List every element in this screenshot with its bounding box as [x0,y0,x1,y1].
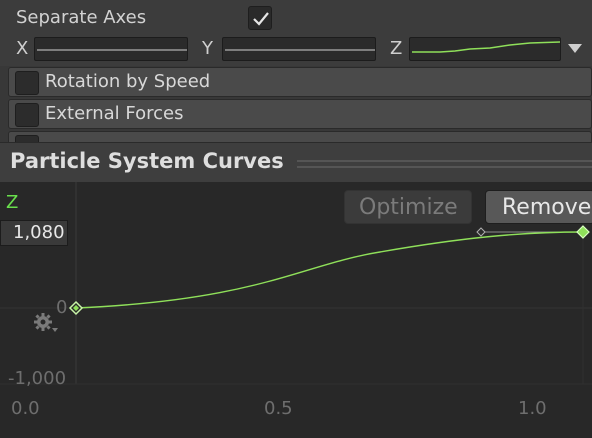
x-tick-label: 0.5 [264,398,293,419]
x-tick-label: 0.0 [11,398,40,419]
module-title: External Forces [45,103,184,124]
axis-x-curve-field[interactable] [34,37,188,61]
axis-z-curve-field[interactable] [409,37,561,61]
gear-icon[interactable] [32,312,60,336]
max-value-field[interactable]: 1,080 [0,220,68,246]
axis-x-label: X [16,38,29,59]
curve-grid[interactable] [0,182,592,438]
separate-axes-label: Separate Axes [16,7,147,28]
axis-x-curve-preview [37,49,187,51]
chevron-down-icon[interactable] [568,44,582,54]
external-forces-checkbox[interactable] [15,103,39,127]
axis-y-curve-field[interactable] [222,37,376,61]
curves-panel-header: Particle System Curves [0,142,592,182]
title-divider [297,160,592,168]
rotation-by-speed-checkbox[interactable] [15,71,39,95]
x-tick-label: 1.0 [518,398,547,419]
y-tick-label: -1,000 [8,368,67,389]
curves-panel-title: Particle System Curves [10,149,284,173]
remove-button[interactable]: Remove [485,190,592,224]
curve-editor[interactable] [0,182,592,438]
axis-y-curve-preview [225,49,375,51]
y-tick-label: 0 [56,297,68,318]
module-partial-checkbox[interactable] [15,135,39,144]
checkmark-icon [253,12,269,26]
curve-line[interactable] [75,231,584,309]
curve-param-label: Z [6,192,19,213]
separate-axes-checkbox[interactable] [248,6,272,30]
module-external-forces[interactable]: External Forces [8,99,592,129]
keyframe-start[interactable] [68,300,84,316]
keyframe-end[interactable] [576,225,590,239]
module-rotation-by-speed[interactable]: Rotation by Speed [8,67,592,97]
axis-z-label: Z [390,38,403,59]
tangent-handle[interactable] [476,227,486,237]
module-title: Rotation by Speed [45,71,211,92]
axis-y-label: Y [202,38,213,59]
axis-z-curve-preview [412,41,560,53]
inspector-top: Separate Axes X Y Z [0,0,592,66]
optimize-button[interactable]: Optimize [344,190,472,224]
